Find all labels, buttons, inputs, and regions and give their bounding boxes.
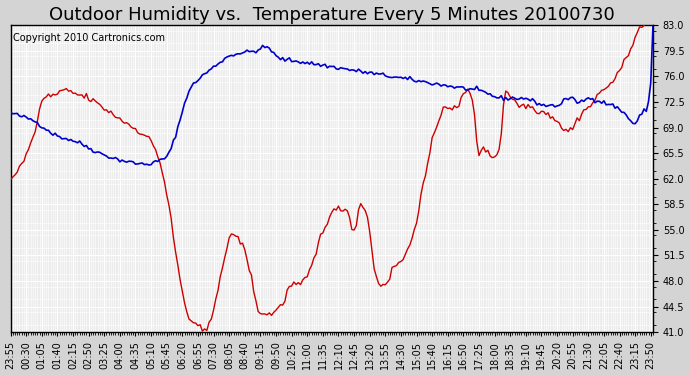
Title: Outdoor Humidity vs.  Temperature Every 5 Minutes 20100730: Outdoor Humidity vs. Temperature Every 5… (49, 6, 615, 24)
Text: Copyright 2010 Cartronics.com: Copyright 2010 Cartronics.com (13, 33, 165, 43)
